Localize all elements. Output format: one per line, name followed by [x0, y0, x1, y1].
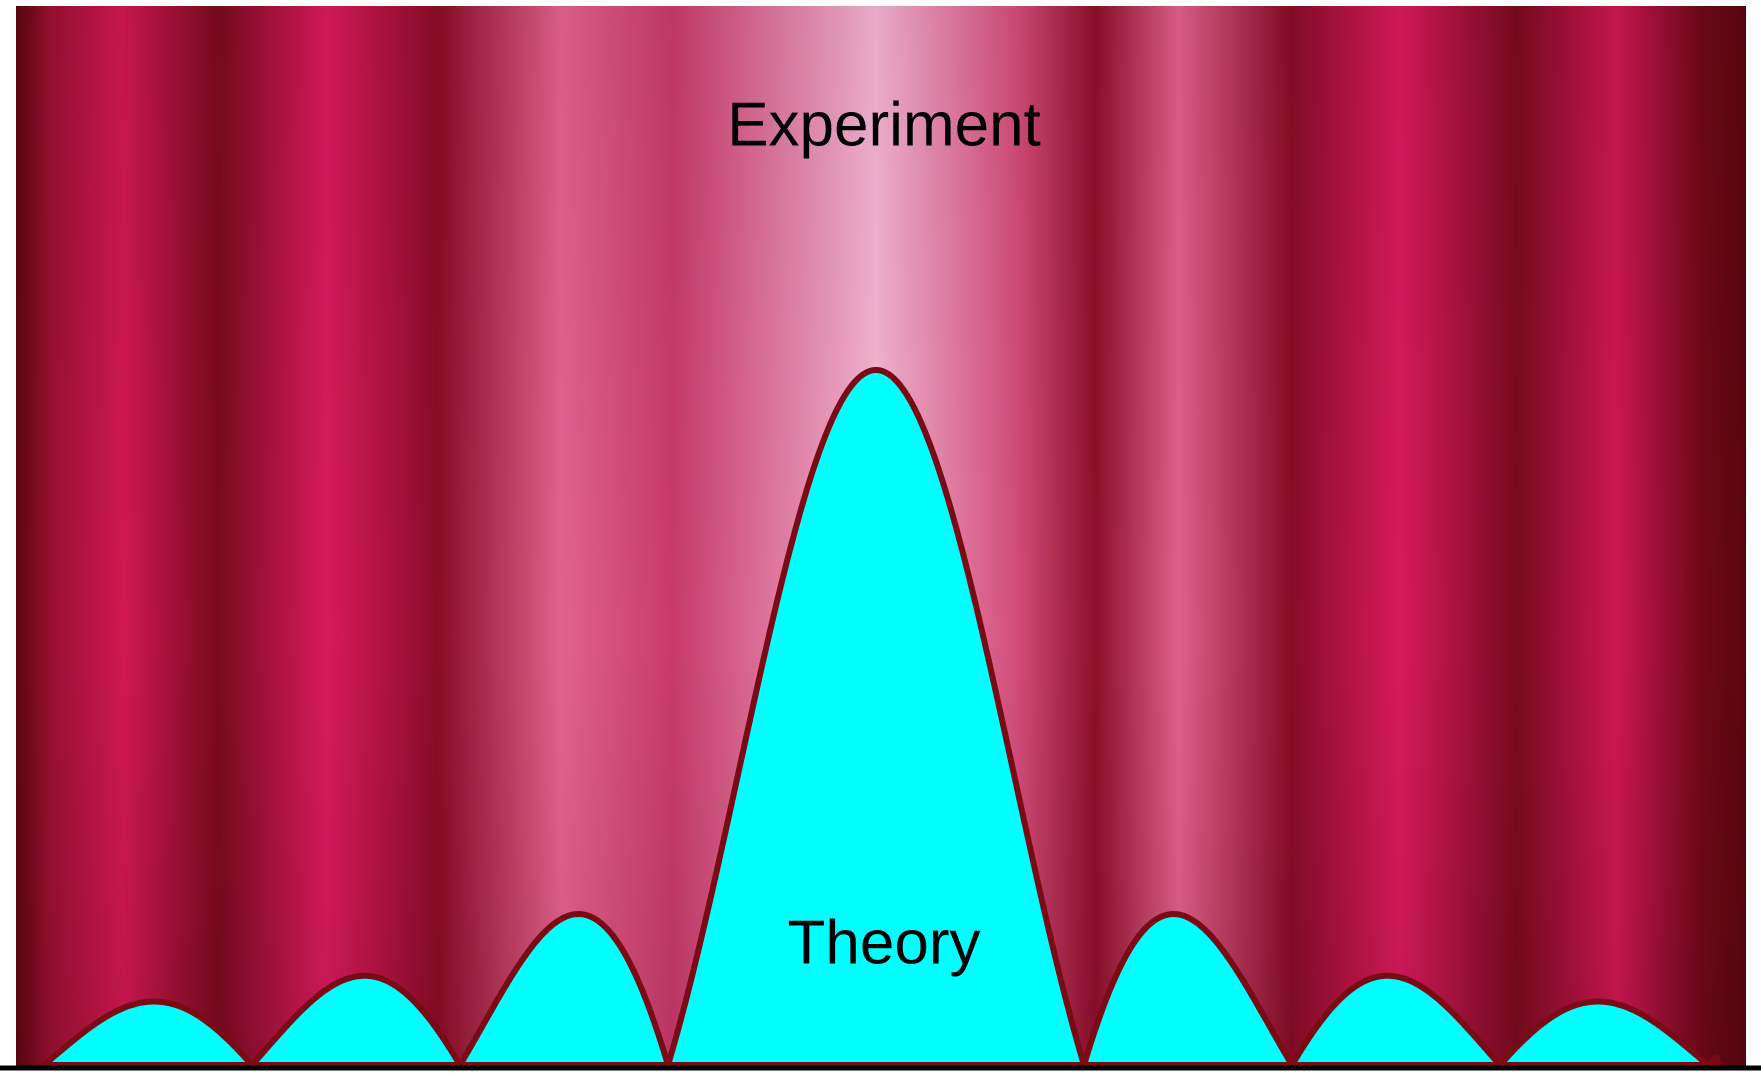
theory-curve: [42, 367, 1721, 1068]
experiment-label: Experiment: [727, 90, 1041, 159]
theory-label: Theory: [788, 908, 981, 977]
